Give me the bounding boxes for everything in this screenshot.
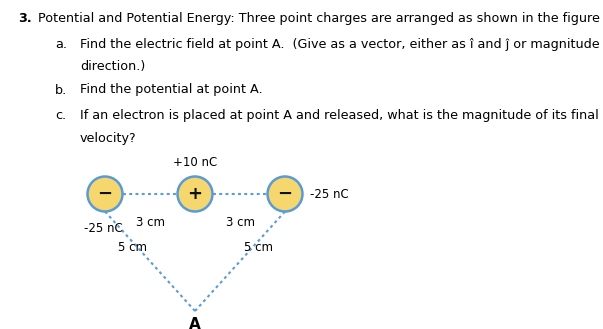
Text: Find the potential at point A.: Find the potential at point A.: [80, 84, 263, 96]
Text: 5 cm: 5 cm: [118, 241, 147, 254]
Text: −: −: [277, 185, 292, 203]
Text: direction.): direction.): [80, 60, 145, 73]
Text: Find the electric field at point A.  (Give as a vector, either as î and ĵ or mag: Find the electric field at point A. (Giv…: [80, 38, 603, 51]
Text: b.: b.: [55, 84, 68, 96]
Text: If an electron is placed at point A and released, what is the magnitude of its f: If an electron is placed at point A and …: [80, 110, 599, 122]
Text: -25 nC: -25 nC: [309, 188, 349, 200]
Text: 3.: 3.: [18, 12, 31, 25]
Text: +: +: [188, 185, 203, 203]
Circle shape: [177, 176, 212, 212]
Text: A: A: [189, 317, 201, 329]
Text: a.: a.: [55, 38, 67, 51]
Text: 3 cm: 3 cm: [136, 215, 165, 229]
Text: −: −: [98, 185, 113, 203]
Circle shape: [268, 176, 303, 212]
Text: 5 cm: 5 cm: [244, 241, 273, 254]
Circle shape: [87, 176, 122, 212]
Text: c.: c.: [55, 110, 66, 122]
Text: +10 nC: +10 nC: [173, 157, 217, 169]
Text: Potential and Potential Energy: Three point charges are arranged as shown in the: Potential and Potential Energy: Three po…: [38, 12, 603, 25]
Text: 3 cm: 3 cm: [226, 215, 254, 229]
Text: velocity?: velocity?: [80, 132, 137, 145]
Text: -25 nC: -25 nC: [83, 221, 122, 235]
